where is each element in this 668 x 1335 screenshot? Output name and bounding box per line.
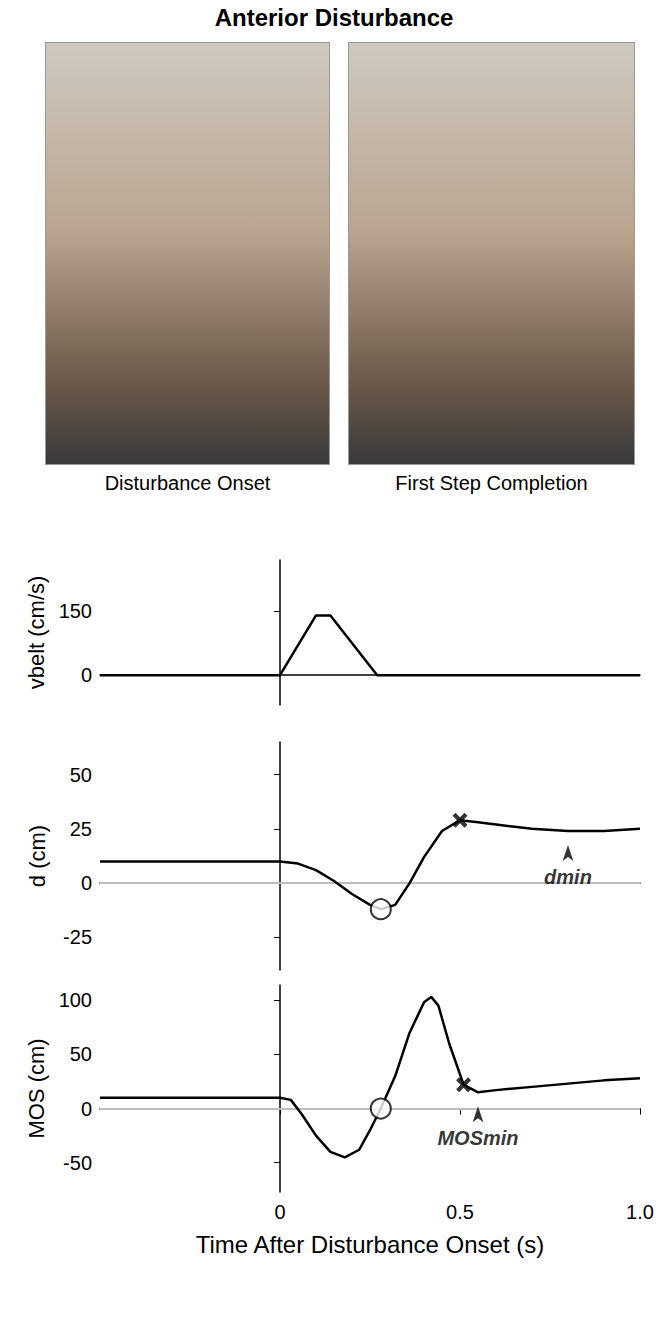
svg-text:MOSmin: MOSmin <box>437 1127 518 1149</box>
svg-text:vbelt (cm/s): vbelt (cm/s) <box>24 576 49 690</box>
html-text:Disturbance Onset: Disturbance Onset <box>104 472 271 494</box>
html-text:First Step Completion: First Step Completion <box>395 472 588 494</box>
svg-text:MOS (cm): MOS (cm) <box>24 1038 49 1138</box>
svg-text:50: 50 <box>70 764 92 786</box>
svg-text:d (cm): d (cm) <box>25 825 50 887</box>
svg-text:1.0: 1.0 <box>626 1201 654 1223</box>
svg-text:100: 100 <box>59 989 92 1011</box>
svg-text:25: 25 <box>70 818 92 840</box>
svg-text:0.5: 0.5 <box>446 1201 474 1223</box>
svg-text:-25: -25 <box>63 926 92 948</box>
svg-text:150: 150 <box>59 600 92 622</box>
svg-text:50: 50 <box>70 1043 92 1065</box>
svg-text:0: 0 <box>81 664 92 686</box>
svg-text:-50: -50 <box>63 1152 92 1174</box>
html-text:Anterior Disturbance: Anterior Disturbance <box>214 4 454 31</box>
svg-text:Time After Disturbance Onset (: Time After Disturbance Onset (s) <box>196 1231 545 1258</box>
svg-text:0: 0 <box>274 1201 285 1223</box>
svg-text:dmin: dmin <box>544 866 592 888</box>
svg-text:0: 0 <box>81 1098 92 1120</box>
svg-text:0: 0 <box>81 872 92 894</box>
